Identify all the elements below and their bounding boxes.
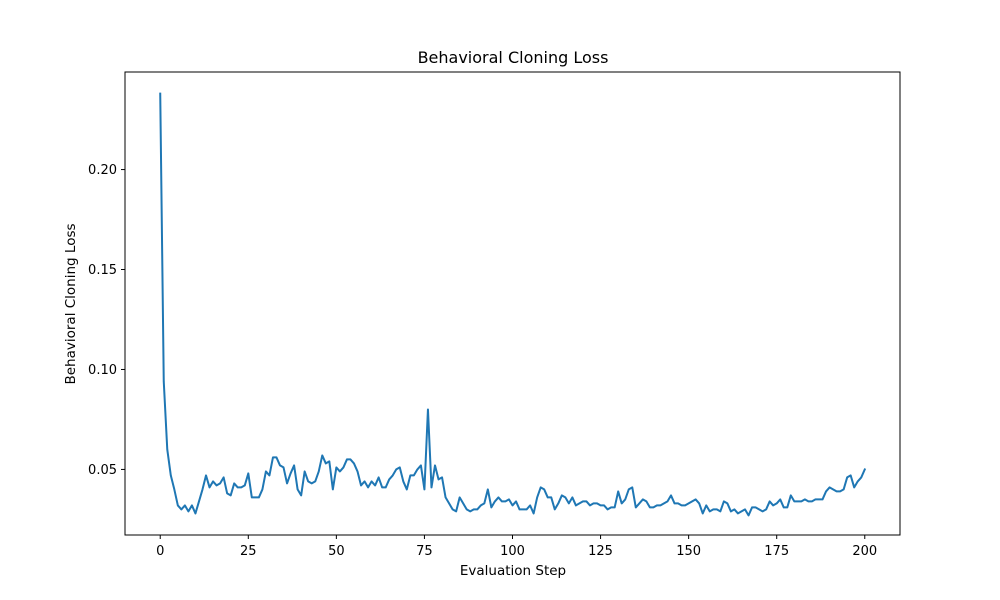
y-tick-label: 0.10	[88, 363, 117, 378]
x-axis: 0 25 50 75 100 125 150 175 200	[156, 535, 877, 559]
x-tick-label: 175	[764, 544, 789, 559]
y-tick-label: 0.20	[88, 163, 117, 178]
x-tick-label: 50	[328, 544, 345, 559]
x-tick-label: 0	[156, 544, 164, 559]
x-tick-label: 125	[588, 544, 613, 559]
x-tick-label: 100	[500, 544, 525, 559]
y-tick-label: 0.05	[88, 463, 117, 478]
x-tick-label: 25	[240, 544, 257, 559]
plot-area	[159, 92, 867, 517]
x-axis-label: Evaluation Step	[460, 563, 566, 579]
series-line	[159, 92, 867, 517]
y-tick-label: 0.15	[88, 263, 117, 278]
x-tick-label: 150	[676, 544, 701, 559]
y-axis-label: Behavioral Cloning Loss	[63, 223, 79, 384]
chart-title: Behavioral Cloning Loss	[418, 48, 609, 67]
x-tick-label: 75	[416, 544, 433, 559]
y-axis: 0.05 0.10 0.15 0.20	[88, 163, 125, 478]
plot-frame	[124, 71, 901, 536]
x-tick-label: 200	[852, 544, 877, 559]
